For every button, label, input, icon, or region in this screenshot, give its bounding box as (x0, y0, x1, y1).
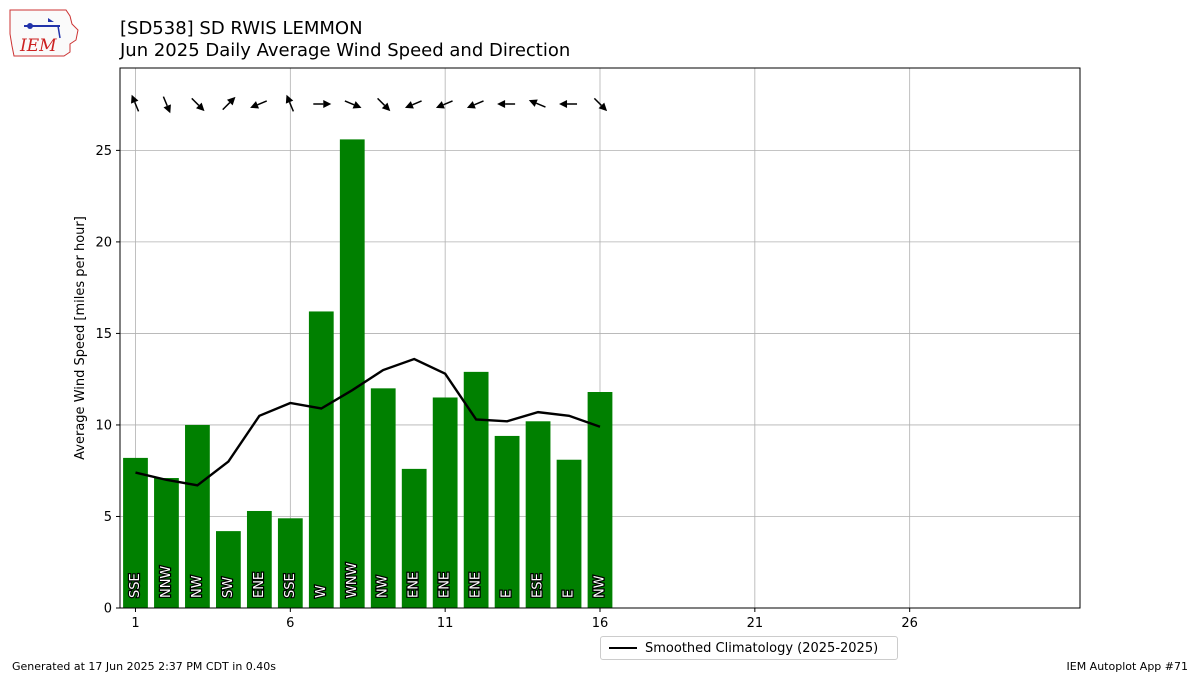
wind-speed-bar (401, 468, 427, 608)
wind-speed-bar (277, 518, 303, 608)
direction-label: E (562, 590, 577, 598)
title-line-1: [SD538] SD RWIS LEMMON (120, 18, 363, 39)
wind-arrow-head (435, 101, 445, 109)
wind-arrow-shaft (593, 97, 602, 106)
x-tick-label: 16 (592, 616, 609, 631)
x-tick-label: 11 (437, 616, 454, 631)
wind-arrow-head (226, 96, 236, 106)
wind-speed-bar (216, 531, 241, 608)
direction-label: ESE (531, 573, 546, 598)
iem-logo: IEM (8, 6, 80, 62)
direction-label: NNW (159, 566, 174, 598)
y-tick-label: 20 (95, 235, 112, 250)
direction-label: ENE (469, 572, 484, 598)
wind-arrow-shaft (443, 100, 453, 106)
wind-arrow-head (285, 94, 294, 104)
direction-label: WNW (345, 562, 360, 598)
direction-label: SW (221, 577, 236, 598)
chart-title: [SD538] SD RWIS LEMMON Jun 2025 Daily Av… (120, 18, 570, 62)
footer-generated-text: Generated at 17 Jun 2025 2:37 PM CDT in … (12, 660, 277, 673)
direction-label: ENE (438, 572, 453, 598)
x-tick-label: 26 (901, 616, 918, 631)
y-tick-label: 25 (95, 144, 112, 159)
direction-label-series: SSE NNW NW SW ENE SSE W WNW NW ENE ENE ENE E ESE E NW (127, 561, 609, 599)
wind-speed-bar (494, 435, 520, 608)
legend-line-swatch (609, 647, 637, 649)
direction-label: NW (593, 575, 608, 598)
y-tick-label: 10 (95, 418, 112, 433)
wind-speed-bar (308, 311, 334, 608)
x-tick-label: 1 (131, 616, 139, 631)
x-axis-ticks: 1 6 11 16 21 26 (131, 608, 918, 631)
wind-arrow-shaft (162, 96, 168, 107)
climatology-line (135, 357, 601, 487)
wind-speed-bar (123, 457, 148, 608)
wind-arrow-head (381, 102, 391, 112)
wind-arrow-shaft (134, 101, 140, 112)
footer-app-label: IEM Autoplot App #71 (1066, 660, 1189, 673)
chart-legend: Smoothed Climatology (2025-2025) (600, 636, 898, 660)
y-tick-label: 0 (104, 602, 112, 617)
wind-speed-bar (432, 397, 458, 608)
wind-arrow-shaft (222, 102, 231, 111)
wind-speed-bar (556, 459, 582, 608)
x-tick-label: 6 (286, 616, 294, 631)
wind-arrow-head (466, 101, 476, 109)
y-axis-label: Average Wind Speed [miles per hour] (73, 216, 88, 460)
y-tick-label: 5 (104, 510, 112, 525)
wind-arrow-head (131, 94, 139, 104)
wind-speed-bar (339, 139, 365, 608)
wind-speed-bar (525, 421, 551, 608)
wind-arrow-head (598, 102, 608, 112)
wind-arrow-head (352, 101, 362, 109)
wind-speed-bar (587, 392, 613, 608)
wind-arrow-shaft (288, 101, 295, 112)
wind-arrow-head (559, 100, 568, 108)
wind-arrow-head (497, 100, 506, 108)
legend-label: Smoothed Climatology (2025-2025) (645, 640, 879, 656)
iowa-map-icon: IEM (9, 9, 79, 57)
wind-speed-bar (185, 424, 210, 608)
title-line-2: Jun 2025 Daily Average Wind Speed and Di… (120, 40, 571, 61)
y-tick-label: 15 (95, 327, 112, 342)
wind-arrow-series (131, 94, 608, 114)
wind-speed-bar (154, 478, 179, 608)
wind-arrow-head (404, 101, 414, 109)
y-axis-ticks: 0 5 10 15 20 25 (95, 144, 120, 617)
direction-label: ENE (407, 572, 422, 598)
wind-arrow-shaft (535, 102, 546, 108)
wind-arrow-head (163, 104, 171, 114)
wind-speed-bar (246, 510, 272, 608)
direction-label: ENE (252, 572, 267, 598)
wind-speed-bar (463, 371, 489, 608)
wind-arrow-shaft (257, 100, 268, 106)
direction-label: E (500, 590, 515, 598)
direction-label: NW (190, 575, 205, 598)
wind-arrow-shaft (412, 100, 422, 106)
direction-label: SSE (128, 573, 143, 598)
x-tick-label: 21 (747, 616, 764, 631)
direction-label: NW (376, 575, 391, 598)
wind-arrow-shaft (377, 97, 386, 106)
svg-text:IEM: IEM (19, 36, 57, 56)
wind-arrow-shaft (344, 100, 355, 106)
wind-arrow-head (323, 100, 332, 108)
wind-arrow-head (528, 99, 538, 107)
direction-label: W (314, 585, 329, 598)
wind-speed-bar (370, 388, 396, 608)
wind-arrow-head (250, 101, 260, 109)
bar-series (123, 139, 613, 608)
direction-label: SSE (283, 573, 298, 598)
wind-arrow-shaft (473, 100, 484, 106)
wind-arrow-head (196, 102, 205, 112)
climatology-line-series (135, 357, 601, 487)
wind-arrow-shaft (191, 97, 200, 106)
